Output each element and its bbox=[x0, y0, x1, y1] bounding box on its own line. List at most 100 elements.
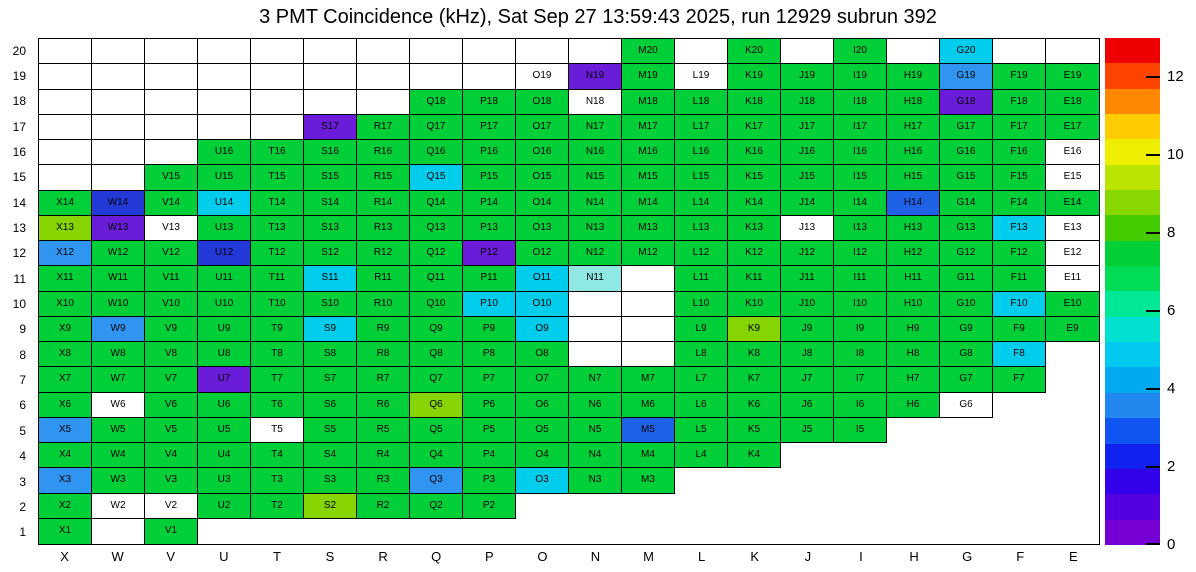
cell-R11: R11 bbox=[357, 266, 410, 292]
colorbar-band bbox=[1105, 494, 1160, 520]
y-axis-label: 8 bbox=[19, 347, 26, 362]
cell-outside bbox=[993, 417, 1046, 443]
colorbar-tick bbox=[1146, 154, 1160, 156]
x-axis-label: W bbox=[111, 549, 124, 564]
cell-N6: N6 bbox=[569, 392, 622, 418]
cell-M4: M4 bbox=[622, 443, 675, 469]
cell-S8: S8 bbox=[304, 342, 357, 368]
colorbar-tick-label: 6 bbox=[1167, 302, 1176, 319]
cell-empty bbox=[569, 39, 622, 65]
colorbar-band bbox=[1105, 88, 1160, 115]
cell-F15: F15 bbox=[993, 165, 1046, 191]
cell-Q7: Q7 bbox=[410, 367, 463, 393]
cell-K19: K19 bbox=[728, 64, 781, 90]
cell-M14: M14 bbox=[622, 190, 675, 216]
cell-empty bbox=[887, 39, 940, 65]
cell-U7: U7 bbox=[198, 367, 251, 393]
cell-P12: P12 bbox=[463, 241, 516, 267]
cell-S4: S4 bbox=[304, 443, 357, 469]
x-axis-label: L bbox=[698, 549, 706, 564]
cell-F11: F11 bbox=[993, 266, 1046, 292]
cell-empty bbox=[304, 39, 357, 65]
cell-L14: L14 bbox=[675, 190, 728, 216]
cell-L13: L13 bbox=[675, 215, 728, 241]
cell-I17: I17 bbox=[834, 114, 887, 140]
cell-G16: G16 bbox=[940, 140, 993, 166]
y-axis-label: 10 bbox=[12, 297, 26, 312]
cell-J12: J12 bbox=[781, 241, 834, 267]
cell-X5: X5 bbox=[39, 417, 92, 443]
cell-S10: S10 bbox=[304, 291, 357, 317]
cell-Q4: Q4 bbox=[410, 443, 463, 469]
cell-F10: F10 bbox=[993, 291, 1046, 317]
cell-L15: L15 bbox=[675, 165, 728, 191]
cell-H13: H13 bbox=[887, 215, 940, 241]
cell-P14: P14 bbox=[463, 190, 516, 216]
cell-outside bbox=[463, 518, 516, 544]
cell-V14: V14 bbox=[145, 190, 198, 216]
cell-empty bbox=[675, 39, 728, 65]
cell-outside bbox=[1046, 367, 1099, 393]
cell-X11: X11 bbox=[39, 266, 92, 292]
cell-empty bbox=[39, 165, 92, 191]
cell-N17: N17 bbox=[569, 114, 622, 140]
cell-empty bbox=[145, 140, 198, 166]
cell-outside bbox=[622, 518, 675, 544]
cell-V2: V2 bbox=[145, 493, 198, 519]
colorbar-tick-label: 12 bbox=[1167, 68, 1184, 85]
y-axis-label: 12 bbox=[12, 246, 26, 261]
cell-X4: X4 bbox=[39, 443, 92, 469]
cell-R2: R2 bbox=[357, 493, 410, 519]
cell-I20: I20 bbox=[834, 39, 887, 65]
cell-outside bbox=[940, 493, 993, 519]
y-axis-label: 16 bbox=[12, 145, 26, 160]
cell-U8: U8 bbox=[198, 342, 251, 368]
cell-outside bbox=[1046, 468, 1099, 494]
cell-H11: H11 bbox=[887, 266, 940, 292]
cell-G10: G10 bbox=[940, 291, 993, 317]
cell-empty bbox=[569, 342, 622, 368]
cell-L19: L19 bbox=[675, 64, 728, 90]
cell-U6: U6 bbox=[198, 392, 251, 418]
cell-K6: K6 bbox=[728, 392, 781, 418]
cell-H10: H10 bbox=[887, 291, 940, 317]
cell-outside bbox=[1046, 493, 1099, 519]
cell-outside bbox=[781, 443, 834, 469]
cell-Q6: Q6 bbox=[410, 392, 463, 418]
cell-S5: S5 bbox=[304, 417, 357, 443]
cell-N14: N14 bbox=[569, 190, 622, 216]
cell-V8: V8 bbox=[145, 342, 198, 368]
cell-O17: O17 bbox=[516, 114, 569, 140]
x-axis-label: N bbox=[590, 549, 601, 564]
cell-L8: L8 bbox=[675, 342, 728, 368]
cell-G19: G19 bbox=[940, 64, 993, 90]
colorbar-band bbox=[1105, 316, 1160, 343]
cell-outside bbox=[569, 493, 622, 519]
cell-empty bbox=[463, 39, 516, 65]
cell-X10: X10 bbox=[39, 291, 92, 317]
y-axis-label: 19 bbox=[12, 69, 26, 84]
cell-O10: O10 bbox=[516, 291, 569, 317]
cell-outside bbox=[781, 468, 834, 494]
cell-N18: N18 bbox=[569, 89, 622, 115]
cell-J9: J9 bbox=[781, 316, 834, 342]
cell-K13: K13 bbox=[728, 215, 781, 241]
cell-I10: I10 bbox=[834, 291, 887, 317]
cell-I13: I13 bbox=[834, 215, 887, 241]
cell-outside bbox=[781, 493, 834, 519]
x-axis-label: E bbox=[1068, 549, 1078, 564]
cell-U13: U13 bbox=[198, 215, 251, 241]
cell-N4: N4 bbox=[569, 443, 622, 469]
cell-outside bbox=[728, 518, 781, 544]
chart-title: 3 PMT Coincidence (kHz), Sat Sep 27 13:5… bbox=[259, 6, 937, 28]
cell-K5: K5 bbox=[728, 417, 781, 443]
x-axis-label: K bbox=[750, 549, 760, 564]
cell-E12: E12 bbox=[1046, 241, 1099, 267]
cell-outside bbox=[887, 417, 940, 443]
cell-outside bbox=[728, 493, 781, 519]
cell-L6: L6 bbox=[675, 392, 728, 418]
cell-F12: F12 bbox=[993, 241, 1046, 267]
cell-G12: G12 bbox=[940, 241, 993, 267]
cell-outside bbox=[781, 518, 834, 544]
cell-R5: R5 bbox=[357, 417, 410, 443]
